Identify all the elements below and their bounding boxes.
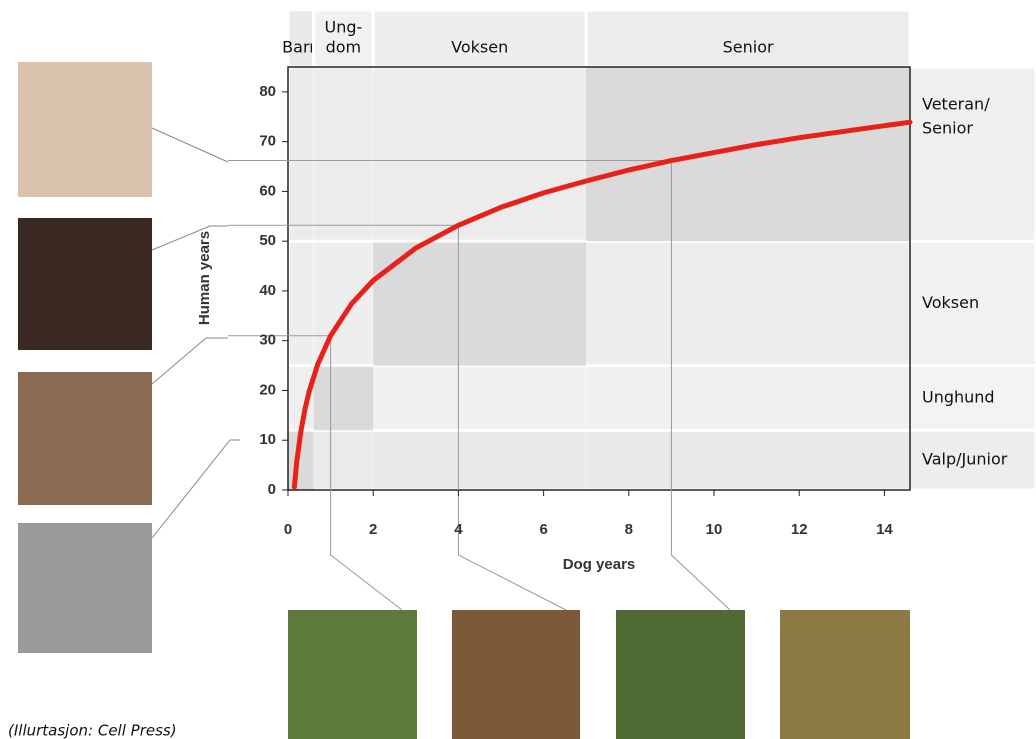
y-tick-label: 0 bbox=[268, 481, 276, 498]
human-photo bbox=[18, 523, 152, 653]
dog-stage-label: dom bbox=[326, 38, 362, 57]
y-axis-label: Human years bbox=[196, 231, 213, 325]
stage-bands: Barn Ung-dom Voksen Senior Valp/Junior Unghun… bbox=[282, 8, 1036, 492]
x-tick-label: 0 bbox=[284, 521, 292, 538]
photos bbox=[18, 62, 910, 739]
stage-overlap bbox=[586, 67, 910, 242]
y-tick-label: 60 bbox=[259, 182, 276, 199]
human-photo bbox=[18, 372, 152, 505]
y-tick-label: 80 bbox=[259, 83, 276, 100]
credit: (Illurtasjon: Cell Press) bbox=[8, 722, 177, 739]
dog-stage-label: Barn bbox=[282, 38, 319, 57]
stage-overlap bbox=[313, 365, 374, 431]
stage-overlap bbox=[373, 241, 587, 366]
human-stage-label: Veteran/ bbox=[922, 94, 990, 113]
plot-frame bbox=[287, 66, 911, 491]
y-tick-label: 50 bbox=[259, 232, 276, 249]
x-axis-label: Dog years bbox=[563, 556, 636, 573]
y-tick-label: 10 bbox=[259, 431, 276, 448]
x-tick-label: 14 bbox=[876, 521, 893, 538]
y-tick-label: 40 bbox=[259, 282, 276, 299]
human-stage-label: Unghund bbox=[922, 387, 995, 406]
human-stage-label: Senior bbox=[922, 118, 973, 137]
guide-vertical bbox=[670, 160, 731, 611]
y-tick-label: 70 bbox=[259, 133, 276, 150]
connector bbox=[151, 337, 228, 385]
x-tick-label: 12 bbox=[791, 521, 808, 538]
dog-photo bbox=[780, 610, 910, 739]
plot: 0 10 20 30 40 50 60 70 80 0 2 4 6 8 10 12 14 Dog years Hum… bbox=[196, 66, 913, 611]
curve bbox=[291, 119, 913, 490]
human-photo bbox=[18, 218, 152, 350]
x-tick-label: 4 bbox=[454, 521, 463, 538]
x-tick-label: 8 bbox=[625, 521, 633, 538]
human-stage-label: Valp/Junior bbox=[922, 450, 1008, 469]
y-tick-label: 20 bbox=[259, 381, 276, 398]
connector bbox=[151, 439, 240, 539]
connector bbox=[151, 127, 229, 163]
x-tick-label: 10 bbox=[706, 521, 723, 538]
human-photo bbox=[18, 62, 152, 197]
dog-stage-label: Senior bbox=[723, 38, 774, 57]
x-tick-label: 6 bbox=[539, 521, 547, 538]
connector bbox=[151, 225, 228, 251]
dog-stage-label: Voksen bbox=[451, 38, 508, 57]
x-tick-label: 2 bbox=[369, 521, 377, 538]
guide-vertical bbox=[330, 335, 403, 611]
guide-vertical bbox=[457, 225, 567, 611]
dog-photo bbox=[616, 610, 745, 739]
dog-photo bbox=[288, 610, 417, 739]
y-tick-label: 30 bbox=[259, 332, 276, 349]
human-stage-label: Voksen bbox=[922, 293, 979, 312]
dog-photo bbox=[452, 610, 580, 739]
dog-stage-label: Ung- bbox=[324, 18, 362, 37]
